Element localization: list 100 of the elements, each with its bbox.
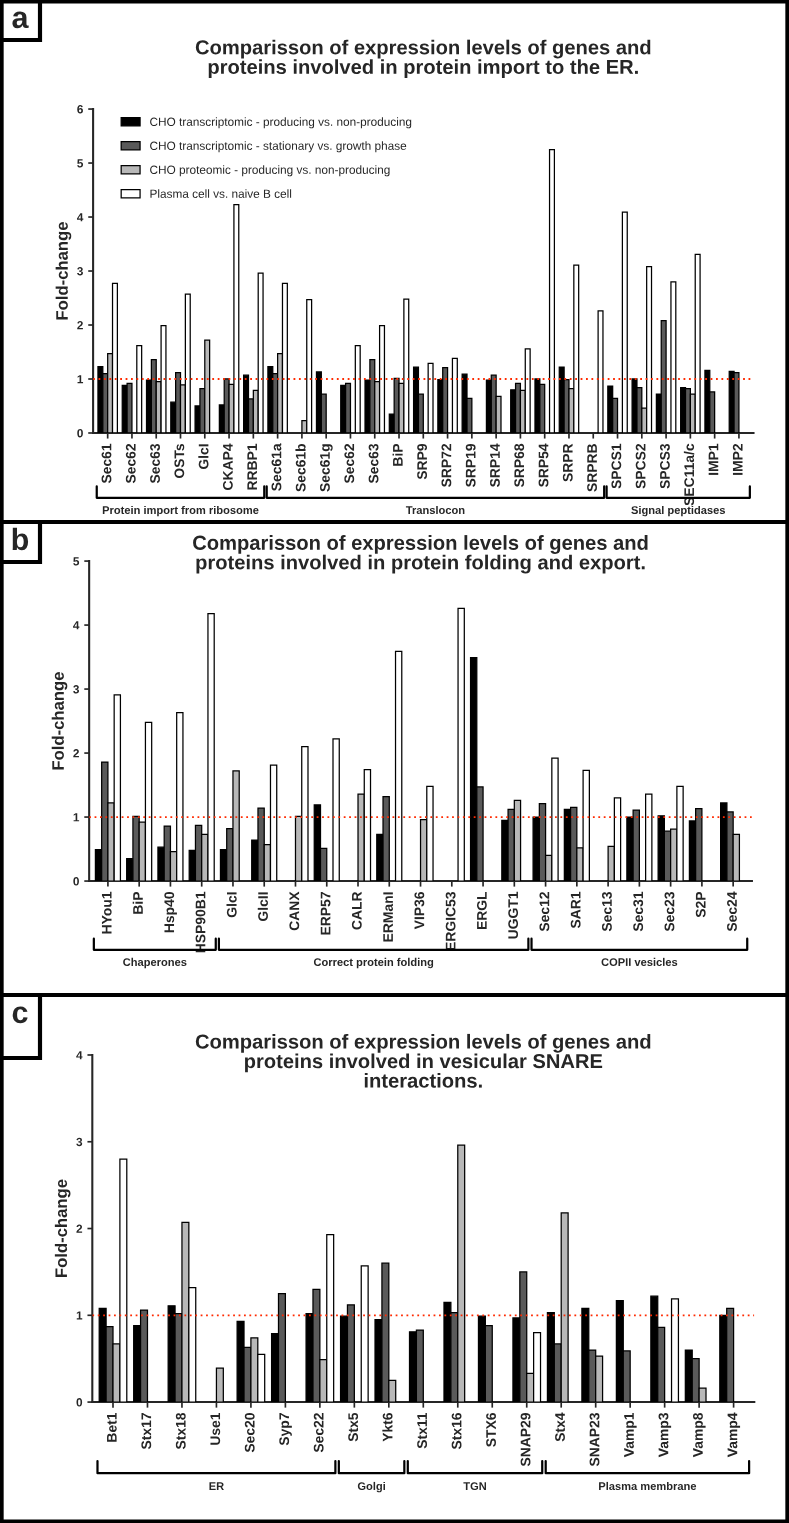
x-tick-label: Vamp3 [658,1412,672,1458]
x-tick-label: SRPRB [587,444,597,492]
text: COPII vesicles [601,957,678,967]
x-tick-label: IMP2 [732,443,743,475]
bar [451,357,458,433]
x-tick-label: Sec20 [244,1413,255,1453]
bar [597,310,604,433]
bar [111,282,119,433]
text: Correct protein folding [313,957,434,969]
x-tick-label: Bet1 [107,1412,117,1442]
x-tick-label: Syp7 [279,1413,292,1446]
chart-title: Comparisson of expression levels of genes and proteins involved in protein folding and export. [193,535,648,574]
x-tick-label: SRP54 [538,443,549,488]
x-tick-label: S2P [695,891,706,918]
x-tick-label: Vamp8 [693,1412,706,1458]
x-tick-label: Stx5 [348,1412,359,1442]
bar [660,320,667,433]
x-tick-label: SRPR [562,443,573,482]
x-tick-label: IMP1 [708,443,719,475]
x-tick-label: Use1 [210,1412,221,1445]
x-tick-label: CKAP4 [222,443,233,490]
y-tick-label: 2 [77,321,83,330]
x-tick-label: Sec24 [727,891,737,932]
x-tick-label: Sec22 [313,1413,324,1453]
y-tick-label: 4 [73,621,80,630]
x-tick-label: SRP72 [441,443,452,488]
y-axis-title: Fold-change [55,222,72,320]
x-tick-label: STX6 [486,1412,496,1447]
x-tick-label: Sec13 [602,891,612,932]
bar [394,650,403,882]
x-tick-label: Sec62 [344,443,355,484]
bar [670,1298,680,1403]
x-tick-label: RRBP1 [247,443,257,490]
y-tick-label: 1 [73,813,80,822]
y-tick-label: 0 [73,877,79,886]
x-tick-label: Sec61a [271,443,282,491]
text: a [12,11,29,29]
x-tick-label: ERManI [383,892,393,942]
x-tick-label: SRP19 [465,443,476,488]
x-tick-label: OSTs [174,443,185,479]
legend-label: Plasma cell vs. naive B cell [150,189,292,198]
y-tick-label: 2 [73,749,79,758]
x-tick-label: SNAP29 [520,1413,531,1467]
legend-label: CHO proteomic - producing vs. non-producing [150,165,390,177]
y-tick-label: 0 [77,429,83,438]
y-tick-label: 1 [77,375,84,384]
x-tick-label: Vamp1 [624,1412,637,1458]
x-tick-label: Sec12 [539,892,550,932]
x-tick-label: SAR1 [570,891,581,929]
x-tick-label: Stx4 [555,1412,565,1442]
bar [657,815,666,882]
bar [354,344,361,433]
x-tick-label: Sec63 [368,443,379,484]
text: b [12,527,29,551]
chart-title: Comparisson of expression levels of genes and proteins involved in vesicular SNARE interactions. [195,1033,651,1088]
y-tick-label: 3 [77,267,83,276]
text: TGN [463,1482,486,1491]
x-tick-label: SRP68 [514,443,525,488]
bar [344,382,352,433]
bar [670,281,677,433]
bar [160,324,167,433]
x-tick-label: Sec61 [101,443,112,484]
text: Chaperones [123,957,187,969]
bar [621,211,628,433]
x-tick-label: SNAP23 [589,1412,600,1467]
text: ER [209,1482,224,1490]
bar [524,348,531,433]
bar [733,371,740,433]
x-tick-label: GlcI [226,892,237,918]
x-tick-label: Sec61g [320,444,333,492]
x-tick-label: BiP [392,443,403,466]
y-tick-label: 0 [76,1398,83,1407]
y-tick-label: 6 [77,105,83,114]
y-tick-label: 3 [73,685,80,694]
y-tick-label: 5 [77,159,84,168]
y-tick-label: 4 [76,1051,83,1060]
x-tick-label: Stx17 [141,1413,152,1450]
bar [360,1265,369,1403]
x-tick-label: HSP90B1 [195,891,206,953]
y-tick-label: 1 [76,1311,83,1320]
bar [645,793,653,882]
y-tick-label: 2 [76,1224,83,1233]
text: Protein import from ribosome [102,505,259,517]
y-axis-title: Fold-change [51,672,68,770]
x-tick-label: SPCS2 [635,443,646,489]
bar [694,253,701,433]
bar [378,324,386,433]
text: Plasma membrane [599,1481,697,1491]
x-tick-label: Stx16 [451,1412,462,1450]
bar [457,607,465,882]
y-tick-label: 5 [73,557,80,566]
text: Signal peptidases [631,505,726,517]
bar [427,362,434,433]
bar [281,282,288,433]
text: c [12,1006,28,1024]
x-tick-label: BiP [132,891,143,914]
x-tick-label: UGGT1 [508,891,519,939]
y-tick-label: 3 [76,1137,83,1147]
x-tick-label: CANX [289,891,300,931]
bar [257,272,264,433]
